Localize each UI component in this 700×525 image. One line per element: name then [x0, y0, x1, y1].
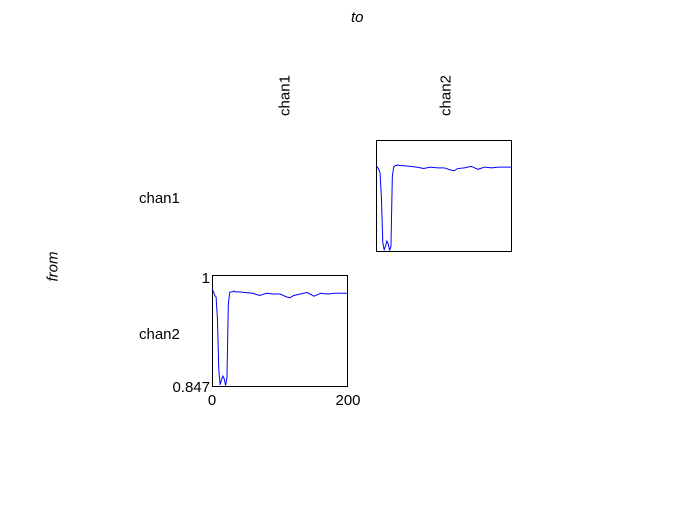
plot-panel-chan2-to-chan1: 1 0.847 0 200	[172, 270, 360, 409]
column-label-chan1: chan1	[276, 75, 294, 116]
column-label-chan2: chan2	[437, 75, 455, 116]
x-tick-label-min: 0	[208, 392, 216, 409]
plot-panel-chan1-to-chan2	[375, 140, 512, 252]
to-label: to	[351, 9, 364, 26]
x-tick-label-max: 200	[335, 392, 360, 409]
axes-box	[376, 140, 512, 252]
from-label: from	[44, 251, 62, 282]
y-tick-label-min: 0.847	[172, 379, 210, 396]
series-line	[375, 164, 512, 252]
row-label-chan1: chan1	[139, 190, 180, 207]
y-tick-label-max: 1	[202, 270, 210, 287]
row-label-chan2: chan2	[139, 326, 180, 343]
series-line	[211, 289, 348, 386]
